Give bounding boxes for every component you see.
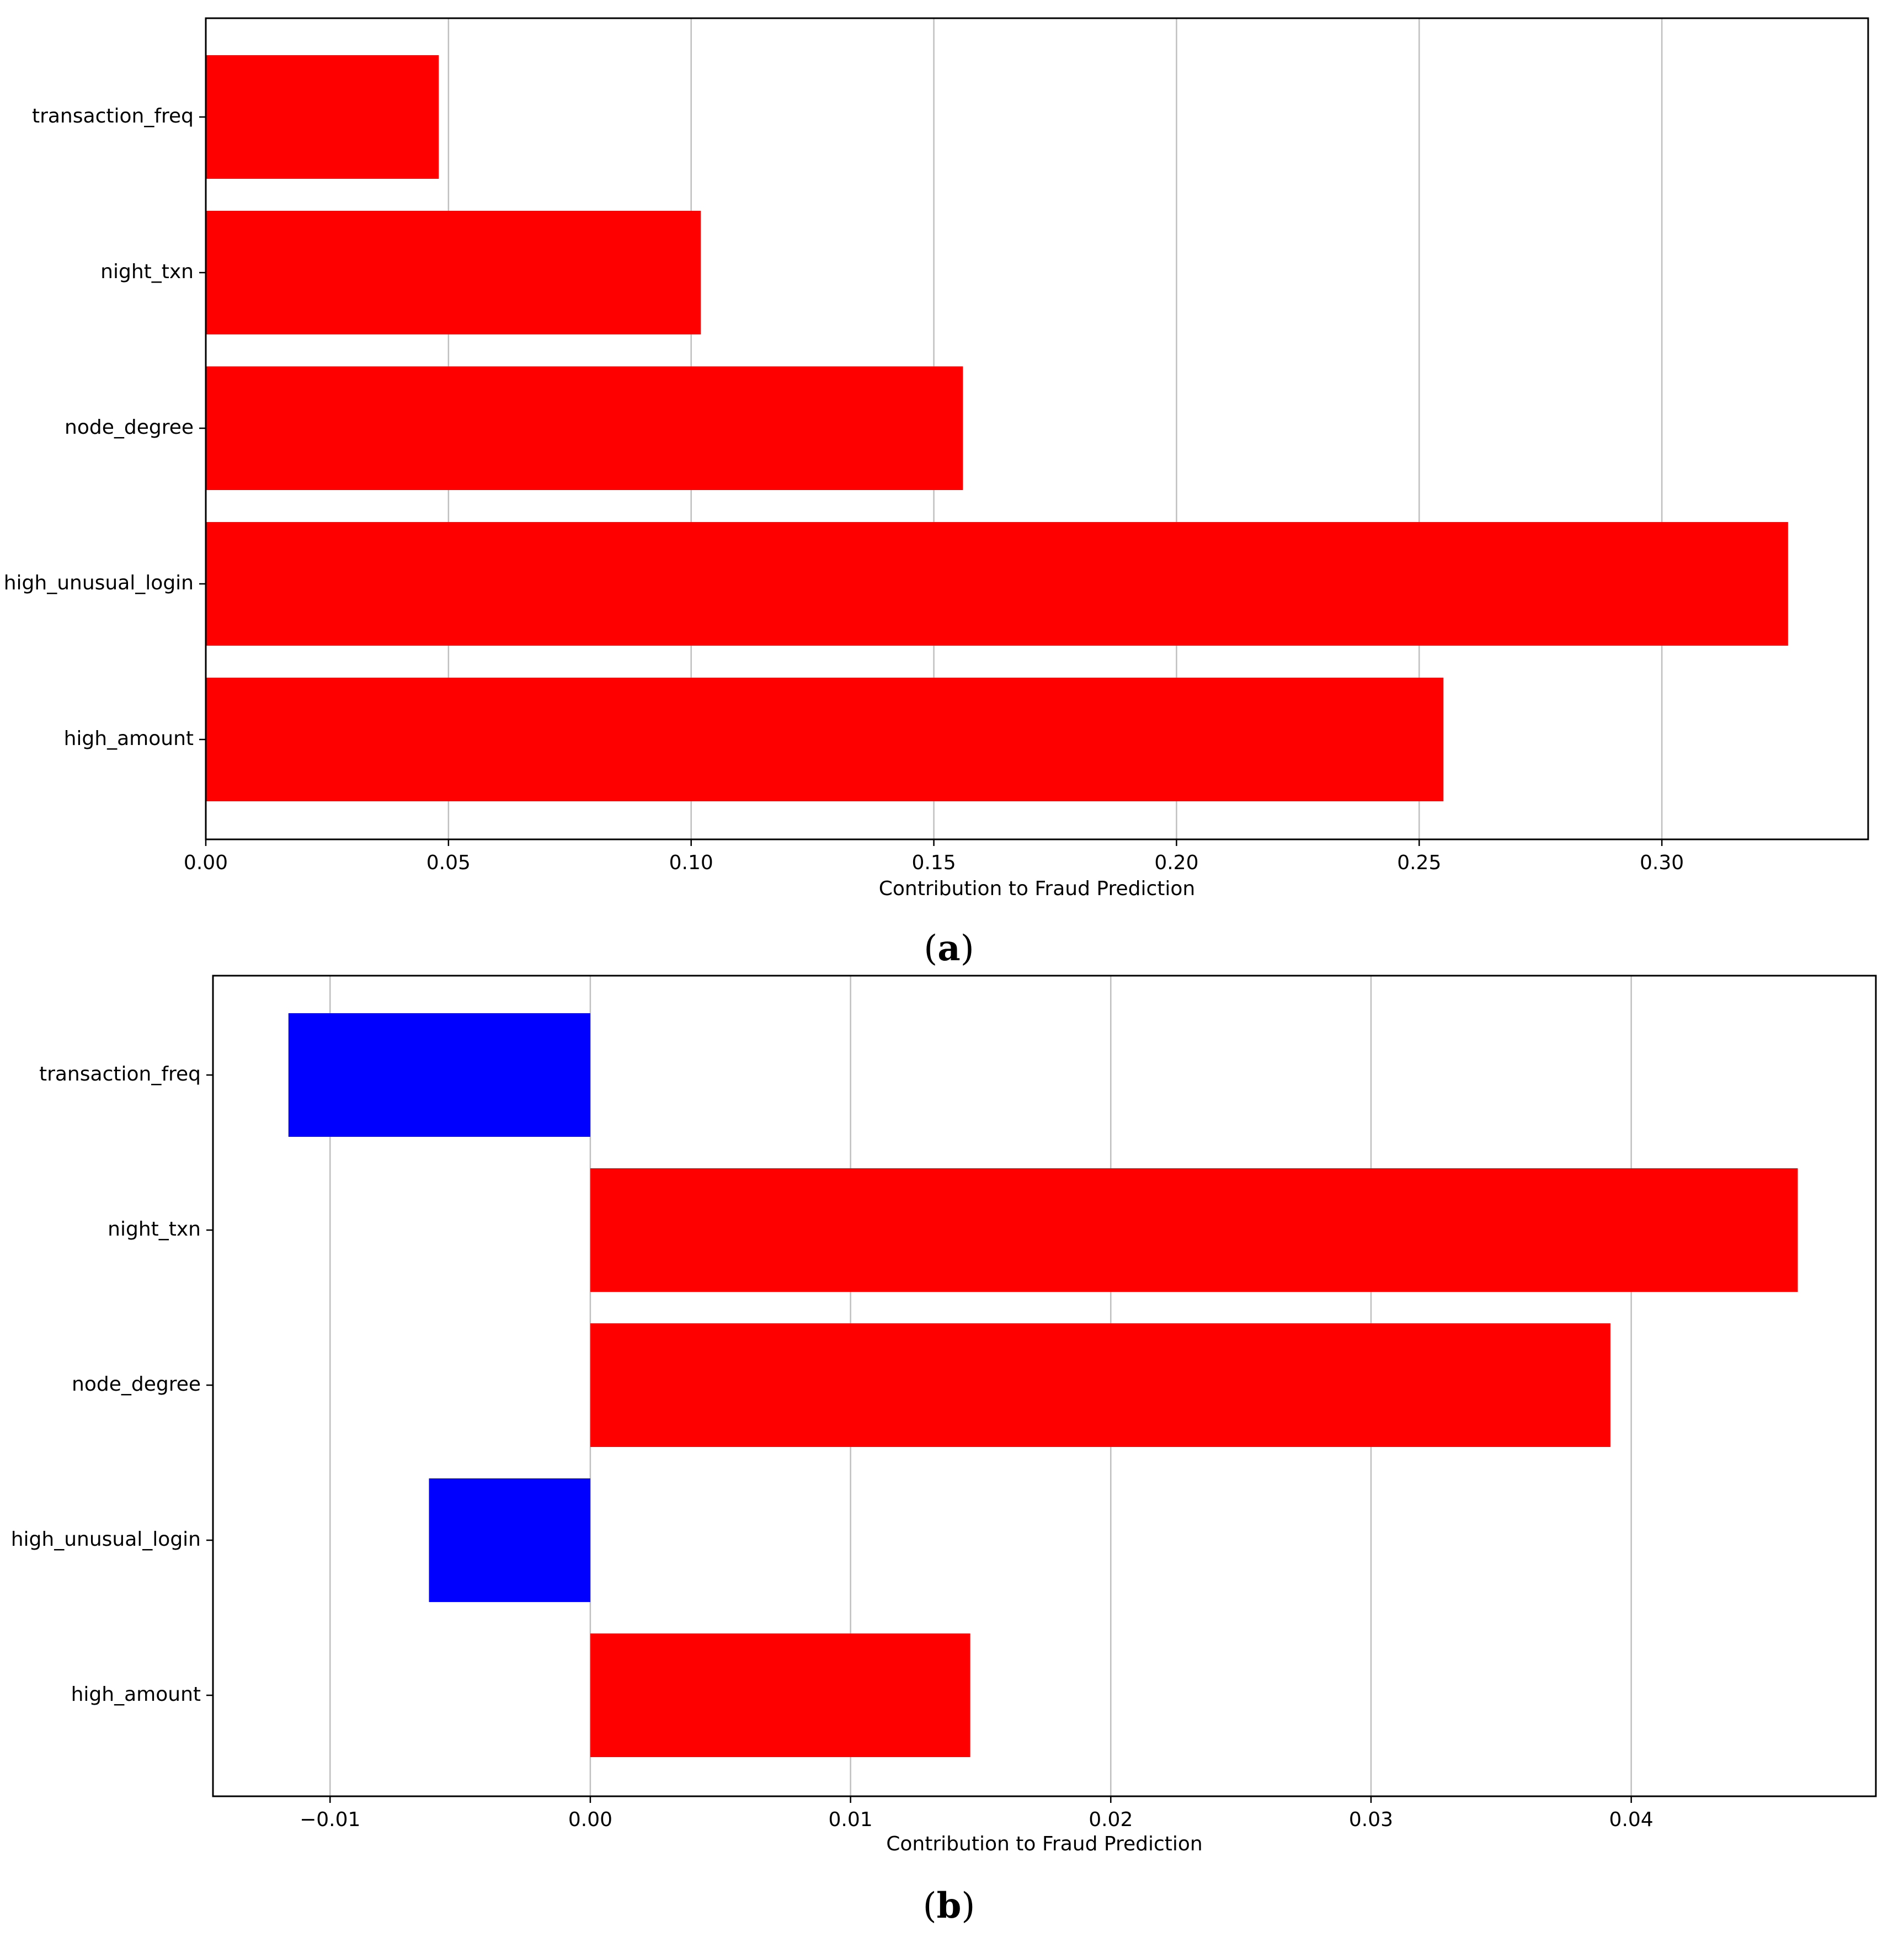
chart-panel-b: high_amount high_unusual_login node_degree… — [11, 975, 1877, 1927]
category-label: high_amount — [64, 727, 194, 750]
xtick-label: 0.10 — [669, 852, 713, 874]
xtick-label: 0.02 — [1089, 1808, 1133, 1831]
x-axis-label: Contribution to Fraud Prediction — [886, 1833, 1202, 1855]
panel-label: (a) — [924, 928, 974, 969]
bar-high-amount — [590, 1633, 970, 1757]
category-label: node_degree — [65, 416, 194, 439]
xtick-label: 0.00 — [184, 852, 228, 874]
category-label: high_amount — [71, 1683, 201, 1706]
bar-night-txn — [206, 211, 701, 334]
bar-high-unusual-login — [429, 1478, 590, 1602]
x-axis-label: Contribution to Fraud Prediction — [879, 877, 1195, 900]
chart-panel-a: high_amount high_unusual_login node_degree… — [4, 17, 1869, 969]
xtick-label: 0.05 — [426, 852, 471, 874]
panel-letter: b — [937, 1885, 962, 1927]
xtick-label: 0.01 — [829, 1808, 873, 1831]
bar-transaction-freq — [288, 1013, 590, 1137]
xtick-label: 0.00 — [568, 1808, 612, 1831]
xtick-label: −0.01 — [300, 1808, 360, 1831]
bar-high-amount — [206, 678, 1444, 801]
xtick-label: 0.20 — [1154, 852, 1198, 874]
category-label: transaction_freq — [32, 105, 194, 127]
xtick-label: 0.15 — [911, 852, 956, 874]
category-label: high_unusual_login — [4, 572, 194, 594]
panel-label: (b) — [923, 1885, 975, 1927]
panel-letter: a — [937, 928, 960, 969]
bar-transaction-freq — [206, 55, 439, 179]
xtick-label: 0.04 — [1609, 1808, 1654, 1831]
bar-node-degree — [206, 366, 963, 490]
bar-node-degree — [590, 1323, 1610, 1447]
xtick-label: 0.30 — [1640, 852, 1684, 874]
bar-night-txn — [590, 1168, 1798, 1292]
plot-frame — [205, 17, 1869, 840]
category-label: transaction_freq — [39, 1063, 201, 1085]
xtick-label: 0.03 — [1349, 1808, 1393, 1831]
category-label: node_degree — [72, 1373, 201, 1396]
category-label: night_txn — [108, 1218, 201, 1241]
bar-high-unusual-login — [206, 522, 1788, 646]
xtick-label: 0.25 — [1397, 852, 1441, 874]
category-label: night_txn — [100, 260, 194, 283]
plot-frame — [212, 975, 1877, 1797]
category-label: high_unusual_login — [11, 1528, 201, 1551]
